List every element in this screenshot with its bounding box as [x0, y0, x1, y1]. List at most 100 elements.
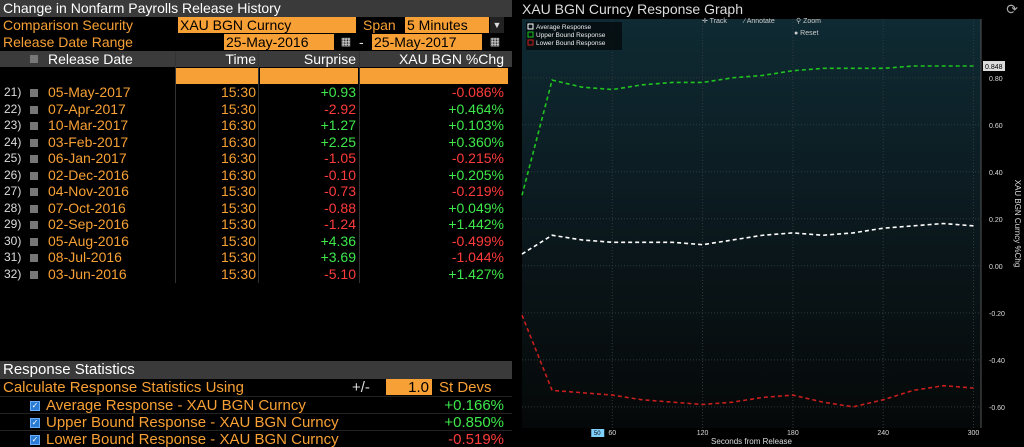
col-chg[interactable]: XAU BGN %Chg	[398, 51, 504, 67]
span-select[interactable]: 5 Minutes	[405, 17, 489, 33]
range-separator: -	[359, 34, 364, 50]
refresh-icon[interactable]: ⟳	[1006, 1, 1018, 17]
row-checkbox[interactable]	[30, 254, 38, 262]
annotate-button[interactable]: ∕ Annotate	[742, 18, 775, 25]
chevron-down-icon[interactable]: ▼	[490, 17, 504, 33]
row-number: 31)	[4, 250, 22, 264]
row-checkbox[interactable]	[30, 237, 38, 246]
surprise-value: +3.69	[320, 249, 356, 265]
row-number: 30)	[4, 233, 22, 248]
table-row[interactable]: 23) 10-Mar-2017 16:30 +1.27 +0.103%	[0, 117, 512, 134]
table-row[interactable]: 25) 06-Jan-2017 16:30 -1.05 -0.215%	[0, 150, 512, 167]
response-stats-title: Response Statistics	[0, 361, 512, 379]
pct-change-value: -0.215%	[451, 150, 504, 166]
x-tick-label: 240	[877, 430, 889, 437]
x-tick-label: 120	[697, 430, 709, 437]
row-checkbox[interactable]	[30, 155, 38, 163]
row-checkbox[interactable]	[30, 122, 38, 130]
calc-label: Calculate Response Statistics Using	[3, 379, 244, 396]
calendar-icon[interactable]: ▦	[340, 36, 352, 48]
surprise-value: -0.88	[324, 199, 356, 216]
pct-change-value: +0.205%	[448, 166, 504, 183]
response-stat-row: ✓ Upper Bound Response - XAU BGN Curncy +0…	[0, 413, 512, 431]
table-row[interactable]: 32) 03-Jun-2016 15:30 -5.10 +1.427%	[0, 266, 512, 283]
checkbox-checked-icon[interactable]: ✓	[30, 435, 40, 445]
filter-chg[interactable]	[360, 68, 508, 84]
col-surprise[interactable]: Surprise	[303, 51, 356, 67]
series-line	[521, 65, 974, 196]
response-stat-label: Upper Bound Response - XAU BGN Curncy	[46, 414, 339, 431]
response-stat-label: Lower Bound Response - XAU BGN Curncy	[46, 431, 339, 447]
select-all-checkbox[interactable]	[30, 55, 38, 63]
row-checkbox[interactable]	[30, 171, 38, 180]
x-tick-label: 300	[968, 430, 980, 437]
x-axis-label: Seconds from Release	[711, 437, 792, 446]
table-row[interactable]: 28) 07-Oct-2016 15:30 -0.88 +0.049%	[0, 200, 512, 217]
row-number: 27)	[4, 184, 22, 198]
pct-change-value: +0.049%	[448, 199, 504, 216]
legend-label: Average Response	[536, 24, 592, 31]
release-time: 15:30	[220, 216, 256, 232]
table-row[interactable]: 24) 03-Feb-2017 16:30 +2.25 +0.360%	[0, 134, 512, 151]
pct-change-value: +0.360%	[448, 133, 504, 150]
zoom-button[interactable]: ⚲ Zoom	[796, 17, 821, 25]
table-row[interactable]: 22) 07-Apr-2017 15:30 -2.92 +0.464%	[0, 101, 512, 118]
track-button[interactable]: ✛ Track	[702, 17, 727, 25]
range-end-field[interactable]: 25-May-2017	[372, 34, 482, 50]
filter-surprise[interactable]	[260, 68, 358, 84]
col-release-date[interactable]: Release Date	[48, 51, 133, 67]
release-time: 15:30	[220, 84, 256, 100]
cursor-x-tag	[591, 429, 605, 437]
release-time: 15:30	[220, 249, 256, 265]
response-stat-value: -0.519%	[448, 431, 504, 447]
y-tick-label: -0.60	[989, 405, 1005, 412]
reset-button[interactable]: ● Reset	[794, 30, 819, 37]
release-time: 15:30	[220, 183, 256, 199]
response-stat-label: Average Response - XAU BGN Curncy	[46, 397, 306, 414]
table-row[interactable]: 31) 08-Jul-2016 15:30 +3.69 -1.044%	[0, 249, 512, 266]
release-time: 15:30	[220, 232, 256, 249]
row-checkbox[interactable]	[30, 188, 38, 196]
row-checkbox[interactable]	[30, 204, 38, 213]
table-row[interactable]: 27) 04-Nov-2016 15:30 -0.73 -0.219%	[0, 183, 512, 200]
row-checkbox[interactable]	[30, 105, 38, 114]
pct-change-value: +0.464%	[448, 100, 504, 117]
calendar-icon[interactable]: ▦	[489, 36, 501, 48]
plusminus-label: +/-	[352, 379, 370, 396]
release-date: 07-Oct-2016	[48, 199, 126, 216]
row-checkbox[interactable]	[30, 270, 38, 279]
series-line	[521, 314, 974, 408]
x-tick-label: 180	[787, 430, 799, 437]
response-chart[interactable]: -0.60 -0.40 -0.20 0.00 0.20 0.40 0.60 0.80 60 120…	[516, 0, 1024, 447]
release-time: 16:30	[220, 166, 256, 183]
comparison-security-field[interactable]: XAU BGN Curncy	[178, 17, 356, 33]
pct-change-value: -0.499%	[451, 232, 504, 249]
row-checkbox[interactable]	[30, 89, 38, 97]
row-number: 22)	[4, 101, 22, 116]
table-row[interactable]: 26) 02-Dec-2016 16:30 -0.10 +0.205%	[0, 167, 512, 184]
row-checkbox[interactable]	[30, 138, 38, 147]
cursor-x-text: 50	[594, 431, 601, 437]
stdev-input[interactable]: 1.0	[386, 379, 432, 396]
surprise-value: -1.24	[324, 216, 356, 232]
response-stat-row: ✓ Lower Bound Response - XAU BGN Curncy -0…	[0, 430, 512, 447]
filter-time[interactable]	[176, 68, 258, 84]
row-checkbox[interactable]	[30, 221, 38, 229]
y-tick-label: 0.20	[989, 217, 1003, 224]
release-date: 03-Feb-2017	[48, 133, 129, 150]
table-row[interactable]: 30) 05-Aug-2016 15:30 +4.36 -0.499%	[0, 233, 512, 250]
legend-swatch	[527, 39, 534, 46]
response-stat-value: +0.850%	[444, 414, 504, 431]
row-number: 29)	[4, 217, 22, 231]
row-number: 23)	[4, 118, 22, 132]
table-row[interactable]: 21) 05-May-2017 15:30 +0.93 -0.086%	[0, 84, 512, 101]
surprise-value: -0.10	[324, 166, 356, 183]
legend-label: Lower Bound Response	[536, 40, 606, 47]
release-date: 05-May-2017	[48, 84, 131, 100]
table-row[interactable]: 29) 02-Sep-2016 15:30 -1.24 +1.442%	[0, 216, 512, 233]
checkbox-checked-icon[interactable]: ✓	[30, 418, 40, 428]
checkbox-checked-icon[interactable]: ✓	[30, 401, 40, 411]
col-time[interactable]: Time	[225, 51, 256, 67]
range-start-field[interactable]: 25-May-2016	[224, 34, 334, 50]
release-date: 02-Sep-2016	[48, 216, 129, 232]
